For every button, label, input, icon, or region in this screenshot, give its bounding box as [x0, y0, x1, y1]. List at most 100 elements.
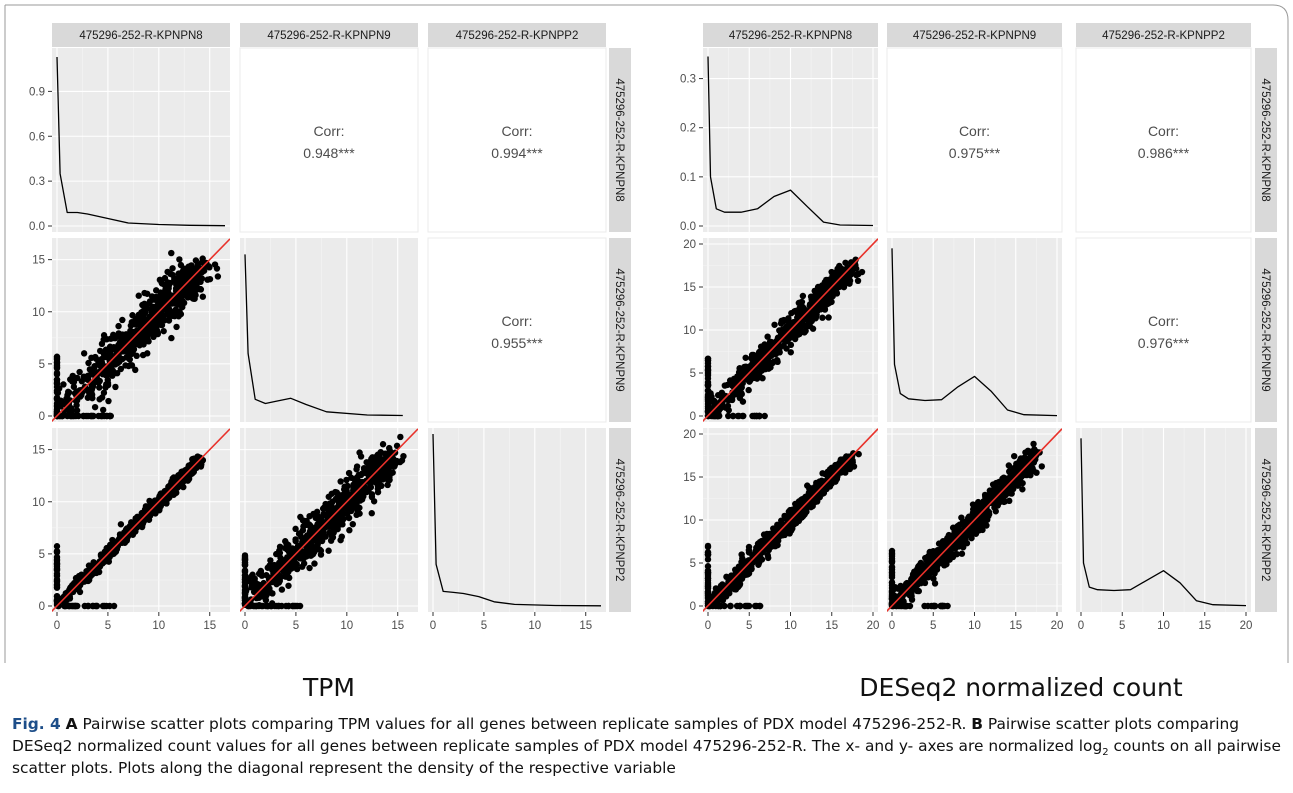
x-tick-label: 5: [746, 620, 752, 632]
scatter-point: [311, 560, 318, 567]
scatter-point: [187, 286, 194, 294]
y-tick-label: 15: [683, 472, 696, 484]
scatter-point: [264, 602, 271, 610]
identity-line: [703, 238, 878, 422]
scatter-point: [88, 354, 95, 362]
scatter-point: [117, 365, 125, 373]
scatter-point: [148, 293, 156, 300]
figure-caption: Fig. 4 A Pairwise scatter plots comparin…: [12, 713, 1282, 779]
scatter-point: [356, 449, 363, 456]
scatter-point: [332, 496, 339, 503]
scatter-point: [805, 320, 812, 328]
scatter-point: [266, 589, 273, 596]
scatter-point: [972, 530, 980, 537]
scatter-point: [1014, 482, 1022, 489]
scatter-point: [796, 330, 803, 338]
scatter-point: [95, 369, 102, 376]
figure-frame: 475296-252-R-KPNPN8 475296-252-R-KPNPN9 47…: [3, 3, 1290, 789]
scatter-point: [306, 564, 313, 572]
scatter-point: [188, 262, 195, 269]
scatter-point: [735, 563, 743, 570]
y-tick-label: 10: [32, 497, 45, 509]
scatter-point: [909, 571, 917, 578]
scatter-point: [836, 264, 843, 272]
scatter-point: [81, 602, 88, 610]
scatter-point: [704, 355, 712, 363]
scatter-point: [136, 516, 144, 523]
scatter-point: [824, 468, 832, 475]
density-curve: [432, 433, 602, 607]
scatter-point: [958, 550, 966, 557]
scatter-point: [324, 512, 331, 519]
scatter-point: [106, 412, 113, 420]
correlation-value: 0.986***: [1138, 145, 1190, 161]
scatter-point: [792, 307, 799, 315]
scatter-point: [53, 383, 61, 391]
y-tick-label: 10: [683, 325, 696, 337]
scatter-point: [737, 376, 745, 383]
scatter-point: [742, 354, 749, 361]
scatter-point: [371, 478, 379, 486]
scatter-point: [255, 592, 263, 600]
scatter-point: [812, 485, 820, 492]
density-curve: [707, 56, 874, 227]
scatter-point: [828, 268, 835, 276]
scatter-point: [381, 471, 389, 478]
y-tick-label: 0.3: [29, 176, 45, 188]
scatter-point: [161, 312, 168, 319]
x-tick-label: 5: [930, 620, 936, 632]
scatter-point: [306, 512, 313, 520]
y-tick-label: 0: [39, 411, 45, 423]
row-strip: [1255, 428, 1277, 612]
scatter-point: [53, 597, 61, 604]
scatter-point: [801, 510, 809, 518]
y-tick-label: 15: [32, 445, 45, 457]
scatter-point: [814, 498, 821, 505]
scatter-point: [704, 387, 712, 394]
scatter-point: [73, 397, 81, 404]
scatter-point: [753, 375, 761, 382]
caption-a-label: A: [65, 715, 78, 733]
scatter-point: [736, 394, 744, 402]
scatter-point: [194, 453, 201, 460]
scatter-point: [767, 364, 774, 371]
panel-b-title: DESeq2 normalized count: [859, 673, 1183, 702]
scatter-point: [714, 597, 722, 604]
scatter-point: [770, 528, 778, 535]
scatter-point: [761, 342, 769, 349]
scatter-point: [53, 543, 61, 550]
scatter-point: [795, 513, 803, 521]
scatter-point: [277, 554, 284, 562]
scatter-point: [819, 314, 826, 321]
scatter-point: [351, 504, 359, 511]
scatter-point: [257, 567, 265, 575]
scatter-point: [76, 368, 83, 376]
scatter-point: [91, 565, 98, 573]
scatter-point: [1030, 459, 1038, 466]
scatter-point: [293, 565, 301, 573]
scatter-point: [360, 464, 368, 472]
scatter-point: [847, 271, 854, 278]
scatter-point: [164, 283, 172, 291]
scatter-point: [332, 488, 339, 496]
scatter-point: [1038, 463, 1046, 470]
scatter-point: [985, 511, 993, 518]
scatter-point: [154, 329, 161, 337]
scatter-point: [325, 547, 332, 554]
scatter-point: [161, 317, 168, 324]
pairs-plot-b: 475296-252-R-KPNPN8 475296-252-R-KPNPN9 47…: [680, 23, 1277, 632]
scatter-point: [321, 504, 328, 511]
scatter-point: [214, 273, 222, 280]
scatter-point: [63, 395, 70, 402]
scatter-point: [100, 336, 107, 343]
scatter-point: [126, 356, 133, 363]
figure-border: [5, 4, 1289, 663]
y-tick-label: 0: [39, 601, 45, 613]
y-tick-label: 5: [690, 558, 696, 570]
scatter-point: [742, 602, 749, 610]
x-tick-label: 5: [1119, 620, 1125, 632]
correlation-value: 0.975***: [949, 145, 1001, 161]
scatter-point: [338, 533, 345, 540]
scatter-point: [341, 483, 348, 490]
scatter-point: [771, 321, 778, 328]
